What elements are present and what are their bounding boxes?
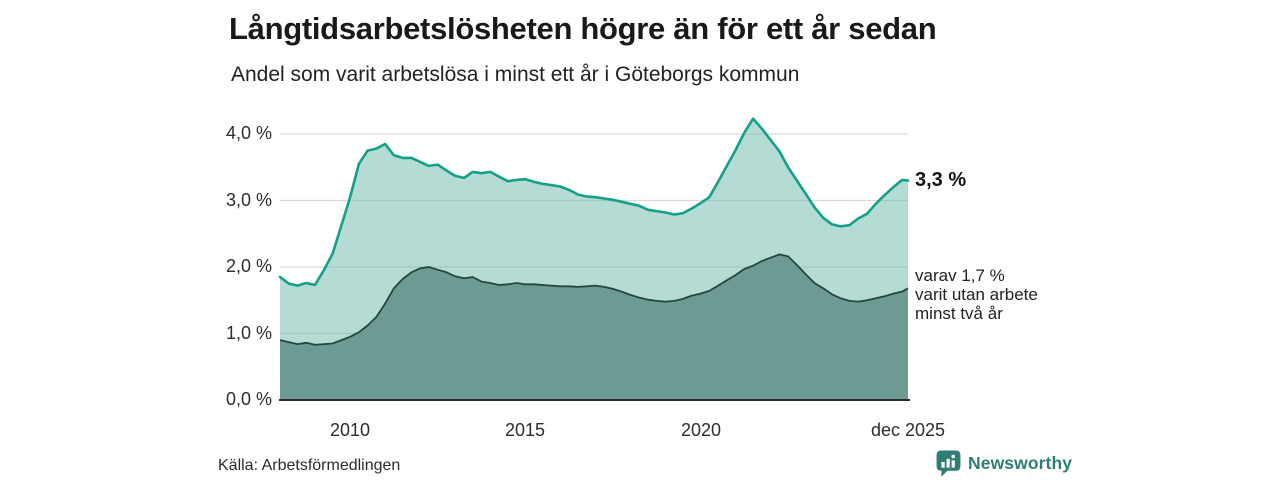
- series-end-label-total: 3,3 %: [915, 169, 967, 191]
- chart-subtitle: Andel som varit arbetslösa i minst ett å…: [231, 63, 800, 86]
- y-axis-tick-0: 0,0 %: [225, 389, 272, 410]
- line-unemployed-two-years: [279, 253, 909, 346]
- newsworthy-wordmark: Newsworthy: [968, 453, 1073, 473]
- x-axis-tick-2010: 2010: [329, 420, 371, 440]
- source-attribution: Källa: Arbetsförmedlingen: [218, 457, 401, 474]
- y-axis-tick-1: 1,0 %: [225, 322, 272, 343]
- x-axis-tick-dec-2025: dec 2025: [870, 420, 946, 440]
- chart-title: Långtidsarbetslösheten högre än för ett …: [229, 11, 937, 46]
- line-unemployed-one-year: [278, 117, 910, 287]
- series-end-label-two-years: varav 1,7 % varit utan arbete minst två …: [915, 266, 1038, 324]
- x-axis-tick-2020: 2020: [680, 420, 722, 440]
- y-axis-tick-2: 2,0 %: [225, 256, 272, 277]
- newsworthy-bubble-chart-icon: [936, 450, 961, 477]
- y-axis-tick-3: 3,0 %: [225, 189, 272, 210]
- newsworthy-logo[interactable]: Newsworthy: [936, 450, 1072, 477]
- x-axis-tick-2015: 2015: [504, 420, 546, 440]
- y-axis-tick-4: 4,0 %: [225, 123, 272, 144]
- area-unemployed-two-years: [280, 254, 908, 400]
